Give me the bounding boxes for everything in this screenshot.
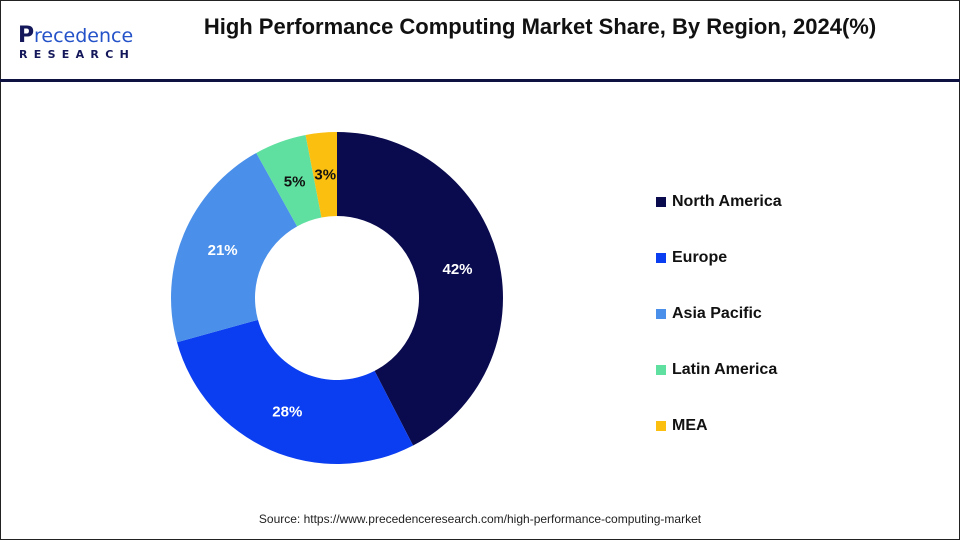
data-label: 28% bbox=[272, 404, 302, 421]
data-label: 21% bbox=[208, 242, 238, 259]
legend-swatch bbox=[656, 253, 666, 263]
data-label: 3% bbox=[314, 167, 336, 184]
svg-text:RESEARCH: RESEARCH bbox=[19, 48, 135, 61]
legend-item: Latin America bbox=[656, 342, 782, 398]
legend-label: North America bbox=[672, 193, 782, 210]
slice-asia-pacific bbox=[170, 152, 298, 343]
legend-item: Europe bbox=[656, 230, 782, 286]
data-label: 5% bbox=[284, 173, 306, 190]
slice-north-america bbox=[337, 132, 503, 446]
legend: North America Europe Asia Pacific Latin Ame… bbox=[656, 174, 782, 454]
chart-title: High Performance Computing Market Share,… bbox=[203, 14, 877, 39]
legend-swatch bbox=[656, 365, 666, 375]
svg-text:recedence: recedence bbox=[34, 25, 133, 47]
precedence-research-logo: P recedence RESEARCH bbox=[18, 23, 135, 61]
legend-item: Asia Pacific bbox=[656, 286, 782, 342]
slice-mea bbox=[305, 132, 337, 218]
legend-label: MEA bbox=[672, 417, 708, 434]
legend-swatch bbox=[656, 197, 666, 207]
source-note: Source: https://www.precedenceresearch.c… bbox=[258, 512, 702, 526]
legend-label: Europe bbox=[672, 249, 728, 266]
slice-latin-america bbox=[256, 134, 322, 227]
header-divider bbox=[0, 79, 960, 82]
slice-europe bbox=[177, 319, 414, 464]
data-label: 42% bbox=[442, 261, 472, 278]
legend-item: North America bbox=[656, 174, 782, 230]
svg-text:P: P bbox=[18, 23, 34, 48]
legend-item: MEA bbox=[656, 398, 782, 454]
legend-swatch bbox=[656, 309, 666, 319]
legend-label: Latin America bbox=[672, 361, 778, 378]
legend-label: Asia Pacific bbox=[672, 305, 762, 322]
legend-swatch bbox=[656, 421, 666, 431]
